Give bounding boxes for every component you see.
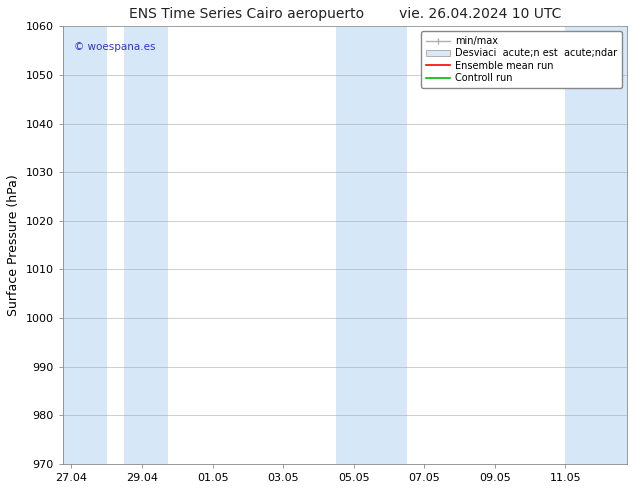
Bar xyxy=(336,26,406,464)
Bar xyxy=(566,26,627,464)
Y-axis label: Surface Pressure (hPa): Surface Pressure (hPa) xyxy=(7,174,20,316)
Title: ENS Time Series Cairo aeropuerto        vie. 26.04.2024 10 UTC: ENS Time Series Cairo aeropuerto vie. 26… xyxy=(129,7,561,21)
Bar xyxy=(124,26,169,464)
Bar xyxy=(63,26,107,464)
Legend: min/max, Desviaci  acute;n est  acute;ndar, Ensemble mean run, Controll run: min/max, Desviaci acute;n est acute;ndar… xyxy=(421,31,622,88)
Text: © woespana.es: © woespana.es xyxy=(74,42,155,51)
